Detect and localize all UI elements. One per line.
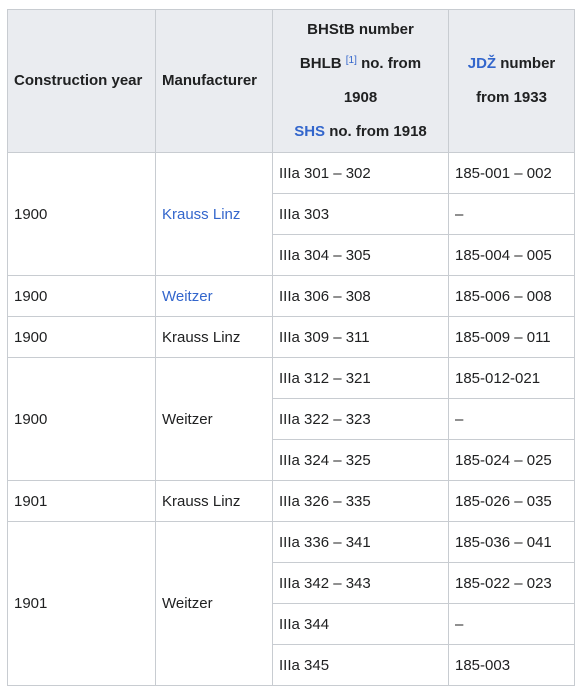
manufacturer-link[interactable]: Weitzer	[162, 287, 213, 305]
header-bhlb-year: 1908	[343, 89, 378, 106]
shs-link[interactable]: SHS	[294, 123, 326, 140]
bhstb-number-cell: IIIa 309 – 311	[272, 316, 449, 358]
table-row: IIIa 342 – 343 185-022 – 023	[8, 562, 575, 604]
header-jdz-from: from 1933	[476, 89, 547, 106]
header-bhlb-no-from: no. from	[361, 55, 422, 72]
manufacturer-link[interactable]: Krauss Linz	[162, 205, 241, 223]
bhstb-number-cell: IIIa 303	[272, 193, 449, 235]
header-row: Construction year Manufacturer BHStB num…	[7, 9, 575, 153]
construction-year-cell: 1900	[7, 316, 156, 358]
bhlb-link[interactable]: BHLB	[299, 55, 342, 72]
manufacturer-cell: Krauss Linz	[155, 316, 273, 358]
bhstb-number-cell: IIIa 306 – 308	[272, 275, 449, 317]
jdz-number-cell: 185-024 – 025	[448, 439, 575, 481]
table-row: IIIa 324 – 325 185-024 – 025	[8, 439, 575, 481]
bhstb-number-cell: IIIa 342 – 343	[272, 562, 449, 604]
table-body: 1900 Krauss Linz IIIa 301 – 302 185-001 – 0…	[7, 152, 575, 686]
jdz-number-cell: –	[448, 193, 575, 235]
header-bhstb-number: BHStB number BHLB [1] no. from 1908 SHS …	[272, 9, 449, 153]
manufacturer-cell: Weitzer	[155, 357, 273, 481]
table-row: 1900 Weitzer IIIa 312 – 321 185-012-021	[7, 357, 575, 481]
construction-year-cell: 1900	[7, 152, 156, 276]
bhstb-number-cell: IIIa 345	[272, 644, 449, 686]
jdz-number-cell: 185-022 – 023	[448, 562, 575, 604]
bhstb-number-cell: IIIa 322 – 323	[272, 398, 449, 440]
bhstb-number-cell: IIIa 344	[272, 603, 449, 645]
manufacturer-cell: Krauss Linz	[155, 152, 273, 276]
header-manufacturer: Manufacturer	[155, 9, 273, 153]
manufacturer-cell: Weitzer	[155, 275, 273, 317]
jdz-number-cell: –	[448, 603, 575, 645]
table-row: 1900 Krauss Linz IIIa 309 – 311 185-009 – 0…	[7, 316, 575, 358]
table-row: IIIa 344–	[8, 603, 575, 645]
table-row: 1901 Weitzer IIIa 336 – 341 185-036 – 041	[7, 521, 575, 686]
jdz-number-cell: 185-004 – 005	[448, 234, 575, 276]
bhstb-number-cell: IIIa 312 – 321	[272, 357, 449, 399]
header-shs-no-from: no. from 1918	[329, 123, 427, 140]
table-row: 1901 Krauss Linz IIIa 326 – 335 185-026 – 0…	[7, 480, 575, 522]
bhstb-number-cell: IIIa 301 – 302	[272, 152, 449, 194]
bhstb-number-cell: IIIa 324 – 325	[272, 439, 449, 481]
jdz-number-cell: 185-003	[448, 644, 575, 686]
table-row: IIIa 345 185-003	[8, 644, 575, 686]
construction-year-cell: 1900	[7, 275, 156, 317]
jdz-number-cell: 185-036 – 041	[448, 521, 575, 563]
header-jdz-number: JDŽ number from 1933	[448, 9, 575, 153]
bhstb-number-cell: IIIa 304 – 305	[272, 234, 449, 276]
construction-year-cell: 1901	[7, 480, 156, 522]
manufacturer-cell: Weitzer	[155, 521, 273, 686]
jdz-number-cell: 185-009 – 011	[448, 316, 575, 358]
construction-year-cell: 1901	[7, 521, 156, 686]
table-row: 1900 Krauss Linz IIIa 301 – 302 185-001 – 0…	[7, 152, 575, 276]
jdz-number-cell: 185-026 – 035	[448, 480, 575, 522]
reference-1-link[interactable]: [1]	[345, 55, 357, 66]
table-row: IIIa 303–	[8, 193, 575, 235]
bhstb-number-cell: IIIa 336 – 341	[272, 521, 449, 563]
manufacturer-cell: Krauss Linz	[155, 480, 273, 522]
construction-year-cell: 1900	[7, 357, 156, 481]
table-row: 1900 Weitzer IIIa 306 – 308 185-006 – 008	[7, 275, 575, 317]
jdz-number-cell: –	[448, 398, 575, 440]
jdz-number-cell: 185-001 – 002	[448, 152, 575, 194]
bhstb-number-cell: IIIa 326 – 335	[272, 480, 449, 522]
header-bhstb-line1: BHStB number	[307, 21, 414, 38]
header-construction-year: Construction year	[7, 9, 156, 153]
jdz-number-cell: 185-006 – 008	[448, 275, 575, 317]
header-jdz-number-label: number	[500, 55, 556, 72]
jdz-number-cell: 185-012-021	[448, 357, 575, 399]
jdz-link[interactable]: JDŽ	[467, 55, 497, 72]
locomotive-table: Construction year Manufacturer BHStB num…	[7, 9, 575, 686]
table-row: IIIa 322 – 323–	[8, 398, 575, 440]
